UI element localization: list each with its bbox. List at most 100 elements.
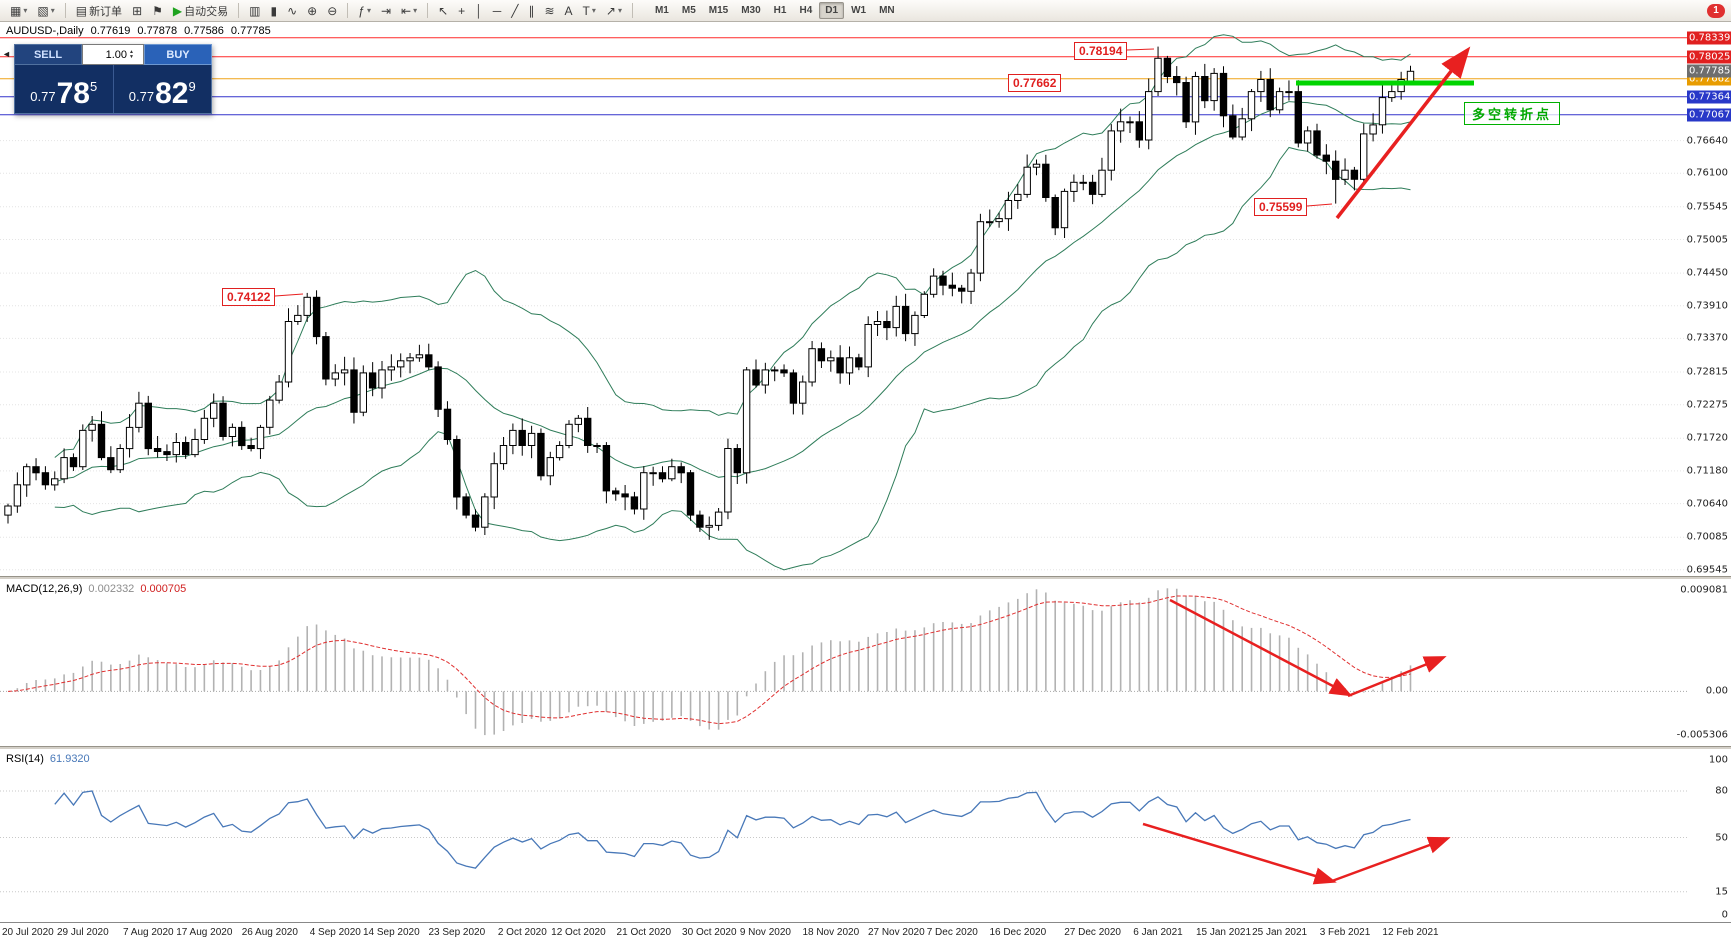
profiles-button-caret-icon[interactable]: ▾	[50, 6, 55, 15]
text-button[interactable]: A	[561, 1, 577, 21]
price-scale[interactable]: 0.76640 0.76100 0.75545 0.75005 0.74450 0.739…	[1687, 22, 1731, 576]
main-chart-canvas[interactable]	[0, 22, 1687, 576]
time-axis-label: 18 Nov 2020	[802, 927, 860, 938]
zoom-out-button[interactable]: ⊖	[323, 1, 341, 21]
price-callout[interactable]: 0.78194	[1074, 42, 1128, 60]
volume-down-icon[interactable]: ▼	[129, 53, 134, 60]
bars-chart-button[interactable]: ▥	[245, 1, 264, 21]
time-axis-label: 2 Oct 2020	[497, 927, 547, 938]
volume-field: ▲▼	[82, 44, 144, 65]
buy-button[interactable]: BUY	[144, 44, 212, 65]
alerts-button[interactable]: ⚑	[148, 1, 167, 21]
timeframe-m1[interactable]: M1	[654, 5, 669, 16]
time-axis-label: 27 Dec 2020	[1064, 927, 1121, 938]
timeframe-h4[interactable]: H4	[799, 5, 813, 16]
trendline-icon: ╱	[511, 3, 519, 18]
timeframe-m30[interactable]: M30	[741, 5, 761, 16]
text-label-button[interactable]: T ▾	[579, 1, 600, 21]
new-order-button[interactable]: ▤ 新订单	[72, 1, 126, 21]
volume-input[interactable]	[83, 48, 129, 61]
macd-scale-zero: 0.00	[1705, 685, 1728, 697]
price-scale-label: 0.76100	[1686, 167, 1728, 179]
buy-price-small: 0.77	[128, 89, 155, 104]
time-axis-label: 16 Dec 2020	[989, 927, 1047, 938]
line-chart-button[interactable]: ∿	[283, 1, 301, 21]
trade-panel-collapse-icon[interactable]: ◄	[2, 49, 11, 59]
chart-shift-button-caret-icon[interactable]: ▾	[413, 6, 418, 15]
auto-scroll-button[interactable]: ⇥	[377, 1, 395, 21]
ohlc-close: 0.77785	[230, 25, 271, 37]
alerts-icon: ⚑	[152, 3, 163, 18]
rsi-scale-label: 50	[1715, 832, 1728, 843]
autotrading-button[interactable]: ▶ 自动交易	[169, 1, 232, 21]
time-axis-label: 7 Aug 2020	[122, 927, 174, 938]
chart-windows-button[interactable]: ⊞	[128, 1, 146, 21]
pane-separator[interactable]	[0, 576, 1731, 580]
chart-window: AUDUSD-,Daily 0.77619 0.77878 0.77586 0.7778…	[0, 22, 1731, 945]
macd-scale[interactable]: 0.009081 0.00 -0.005306	[1677, 580, 1731, 746]
new-chart-button[interactable]: ▦ ▾	[6, 1, 31, 21]
price-callout[interactable]: 0.77662	[1008, 74, 1062, 92]
chart-shift-button[interactable]: ⇤ ▾	[397, 1, 421, 21]
chart-shift-icon: ⇤	[401, 3, 412, 18]
horizontal-line-button[interactable]: ─	[489, 1, 506, 21]
macd-scale-min: -0.005306	[1676, 729, 1728, 741]
auto-scroll-icon: ⇥	[380, 3, 392, 18]
time-axis-label: 20 Jul 2020	[2, 927, 54, 938]
rsi-scale[interactable]: 100 80 50 15 0	[1687, 750, 1731, 922]
price-scale-label: 0.75005	[1686, 234, 1728, 245]
volume-stepper[interactable]: ▲ ▼	[129, 48, 134, 60]
time-axis[interactable]: 20 Jul 2020 29 Jul 2020 7 Aug 2020 17 Aug 2…	[0, 922, 1731, 945]
red-line-price-tag: 0.78339	[1687, 31, 1731, 45]
time-axis-label: 3 Feb 2021	[1319, 927, 1371, 938]
sell-button[interactable]: SELL	[14, 44, 82, 65]
text-label-button-caret-icon[interactable]: ▾	[591, 6, 596, 15]
notification-badge[interactable]: 1	[1707, 3, 1725, 18]
toolbar-separator	[347, 3, 349, 18]
timeframe-m15[interactable]: M15	[708, 5, 729, 16]
timeframe-m5[interactable]: M5	[681, 5, 696, 16]
profiles-button[interactable]: ▧ ▾	[33, 1, 58, 21]
cursor-button[interactable]: ↖	[434, 1, 452, 21]
candlestick-chart-button[interactable]: ▮	[266, 1, 281, 21]
trendline-button[interactable]: ╱	[507, 1, 522, 21]
vertical-line-button[interactable]: │	[471, 1, 487, 21]
channel-icon: ∥	[528, 3, 535, 18]
red-line-price-tag: 0.78025	[1687, 50, 1731, 64]
rsi-canvas[interactable]	[0, 750, 1687, 922]
cursor-icon: ↖	[438, 3, 449, 18]
macd-canvas[interactable]	[0, 580, 1687, 746]
new-chart-button-caret-icon[interactable]: ▾	[23, 6, 28, 15]
rsi-indicator-label: RSI(14) 61.9320	[6, 753, 90, 765]
volume-up-icon[interactable]: ▲	[129, 48, 134, 55]
fibonacci-button[interactable]: ≋	[540, 1, 558, 21]
arrows-button-caret-icon[interactable]: ▾	[617, 6, 622, 15]
blue-line-price-tag: 0.77364	[1687, 90, 1731, 104]
new-chart-icon: ▦	[10, 3, 22, 18]
toolbar-separator	[238, 3, 240, 18]
indicators-button[interactable]: ƒ ▾	[354, 1, 375, 21]
indicators-icon: ƒ	[358, 3, 365, 18]
ohlc-high: 0.77878	[137, 25, 178, 37]
timeframe-d1[interactable]: D1	[819, 2, 845, 19]
zoom-in-button[interactable]: ⊕	[303, 1, 321, 21]
price-callout[interactable]: 0.75599	[1254, 198, 1308, 216]
turning-point-label[interactable]: 多空转折点	[1464, 102, 1561, 125]
crosshair-button[interactable]: +	[454, 1, 469, 21]
pane-separator[interactable]	[0, 746, 1731, 750]
time-axis-label: 7 Dec 2020	[926, 927, 978, 938]
timeframe-mn[interactable]: MN	[879, 5, 895, 16]
time-axis-label: 29 Jul 2020	[56, 927, 109, 938]
indicators-button-caret-icon[interactable]: ▾	[366, 6, 371, 15]
price-scale-label: 0.75545	[1686, 201, 1728, 213]
arrows-button[interactable]: ↗ ▾	[602, 1, 626, 21]
blue-line-price-tag: 0.77067	[1687, 108, 1731, 122]
timeframe-h1[interactable]: H1	[773, 5, 787, 16]
sell-price-display: 0.77 78 5	[15, 65, 114, 113]
price-callout[interactable]: 0.74122	[222, 288, 276, 306]
time-axis-label: 12 Feb 2021	[1382, 927, 1439, 938]
channel-button[interactable]: ∥	[524, 1, 538, 21]
timeframe-w1[interactable]: W1	[851, 5, 867, 16]
